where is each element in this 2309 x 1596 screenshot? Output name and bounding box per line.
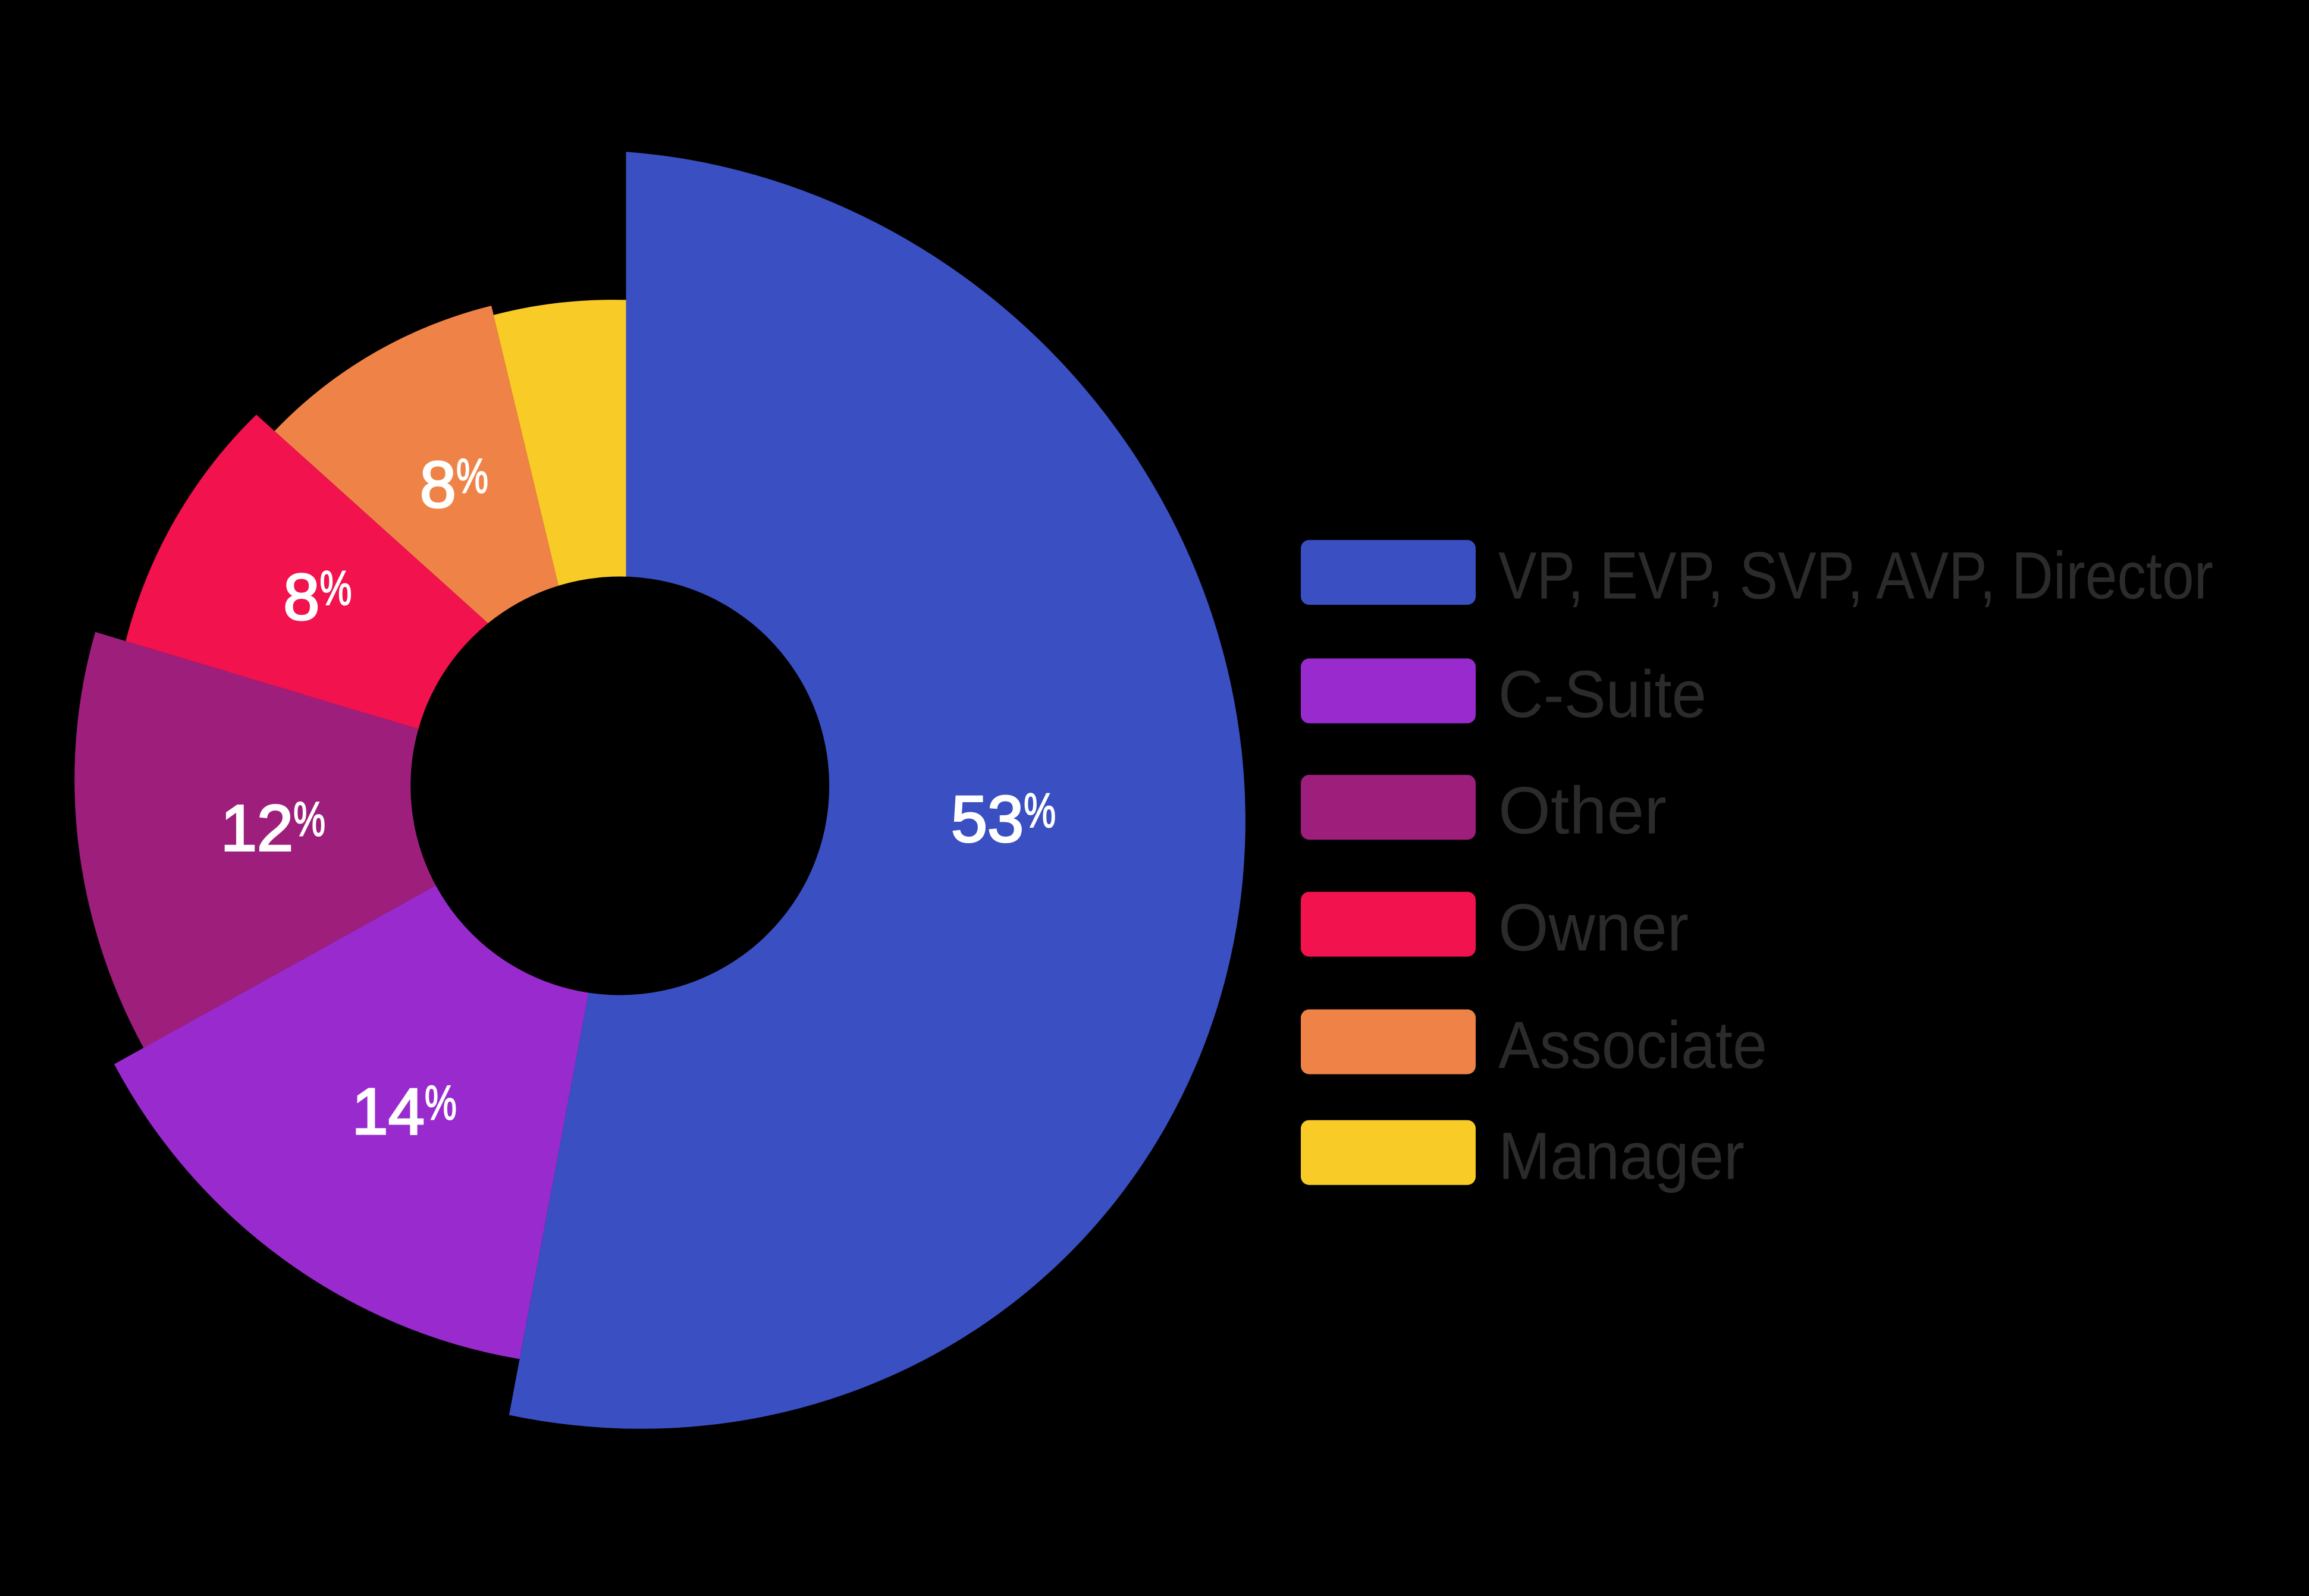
svg-text:Associate: Associate (1498, 1008, 1767, 1082)
svg-text:14%: 14% (352, 1075, 457, 1148)
svg-text:C-Suite: C-Suite (1498, 657, 1706, 731)
svg-text:12%: 12% (221, 791, 325, 865)
svg-text:Other: Other (1498, 774, 1667, 848)
svg-text:Manager: Manager (1498, 1119, 1745, 1193)
svg-text:53%: 53% (951, 783, 1056, 856)
svg-text:8%: 8% (283, 561, 352, 634)
svg-text:8%: 8% (420, 448, 488, 521)
svg-text:Owner: Owner (1498, 890, 1689, 964)
svg-text:VP, EVP, SVP, AVP, Director: VP, EVP, SVP, AVP, Director (1498, 539, 2213, 613)
